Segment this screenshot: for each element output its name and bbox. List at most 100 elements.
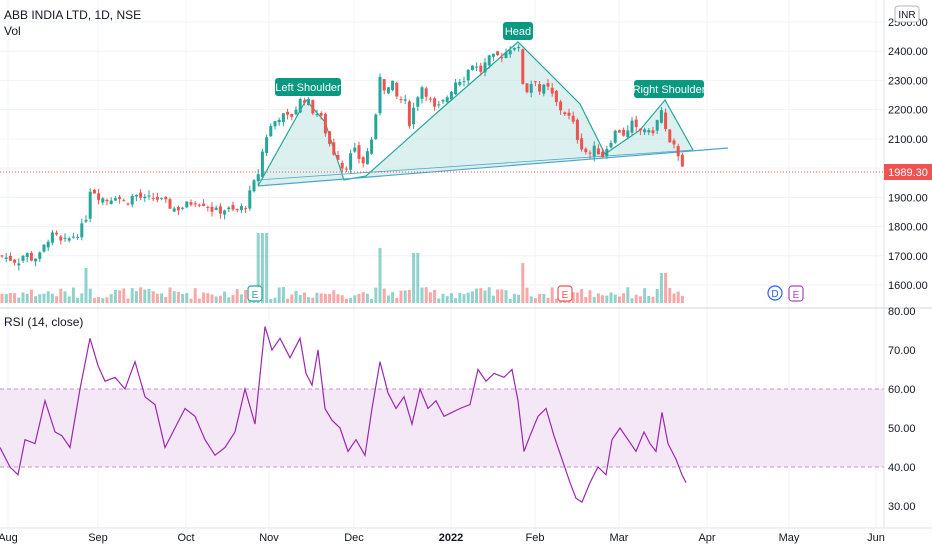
candle-body <box>609 142 613 148</box>
candle-body <box>638 128 642 131</box>
candle-body <box>567 112 571 116</box>
volume-bar <box>59 288 63 303</box>
svg-text:Head: Head <box>505 26 531 38</box>
time-axis[interactable]: Aug Sep Oct Nov Dec 2022 Feb Mar Apr May Jun <box>0 532 885 544</box>
rsi-tick-label: 60.00 <box>888 384 916 396</box>
volume-bar <box>218 295 222 303</box>
volume-bar <box>550 287 554 303</box>
volume-bar <box>298 295 302 303</box>
candle-body <box>613 130 617 143</box>
volume-bar <box>63 291 67 303</box>
time-tick-label: Jun <box>867 532 885 544</box>
rsi-axis[interactable]: 30.00 40.00 50.00 60.00 70.00 80.00 <box>888 306 916 513</box>
volume-bar <box>374 287 378 303</box>
volume-bar <box>332 290 336 303</box>
candle-body <box>403 99 407 101</box>
symbol-title[interactable]: ABB INDIA LTD, 1D, NSE <box>4 8 141 22</box>
candle-body <box>260 151 264 177</box>
volume-bar <box>617 296 621 303</box>
candle-body <box>563 112 567 115</box>
volume-bar <box>647 296 651 303</box>
candle-body <box>0 255 4 257</box>
candle-body <box>160 197 164 199</box>
candle-body <box>332 142 336 155</box>
volume-bar <box>155 293 159 303</box>
candle-body <box>71 236 75 238</box>
svg-text:INR: INR <box>898 10 915 21</box>
candle-body <box>647 130 651 133</box>
volume-bar <box>407 289 411 303</box>
candle-body <box>407 101 411 126</box>
candle-body <box>214 207 218 210</box>
candle-body <box>84 219 88 222</box>
volume-bar <box>382 288 386 303</box>
candle-body <box>34 258 38 262</box>
candle-body <box>676 145 680 157</box>
volume-bar <box>672 293 676 303</box>
volume-bar <box>168 287 172 303</box>
price-axis[interactable]: 1600.001700.001800.001900.002000.002100.… <box>888 17 928 292</box>
time-tick-label: 2022 <box>439 532 463 544</box>
volume-bar <box>395 297 399 303</box>
volume-bar <box>92 298 96 303</box>
candle-body <box>420 87 424 99</box>
volume-bar <box>361 292 365 303</box>
volume-bar <box>500 289 504 303</box>
volume-bar <box>143 289 147 303</box>
volume-bar <box>466 292 470 303</box>
candle-body <box>97 193 101 200</box>
volume-bar <box>525 287 529 303</box>
currency-badge[interactable]: INR <box>894 5 920 23</box>
volume-bar <box>55 296 59 303</box>
candle-body <box>105 199 109 202</box>
volume-bar <box>164 296 168 303</box>
candle-body <box>370 139 374 154</box>
earnings-marker[interactable]: E <box>788 285 804 302</box>
time-tick-label: Apr <box>698 532 715 544</box>
candle-body <box>290 114 294 117</box>
candle-body <box>584 148 588 153</box>
volume-bar <box>130 288 134 303</box>
volume-bar <box>592 296 596 303</box>
volume-legend-label[interactable]: Vol <box>4 24 21 38</box>
candle-body <box>239 206 243 211</box>
candle-body <box>466 69 470 81</box>
rsi-legend-label[interactable]: RSI (14, close) <box>4 315 83 329</box>
volume-bar <box>231 294 235 303</box>
candle-body <box>357 145 361 159</box>
volume-bar <box>260 233 264 303</box>
candle-body <box>664 112 668 130</box>
volume-bar <box>554 298 558 303</box>
candle-body <box>626 130 630 137</box>
volume-bar <box>349 297 353 303</box>
candle-body <box>185 201 189 208</box>
volume-bar <box>504 290 508 303</box>
volume-bar <box>294 290 298 303</box>
candle-body <box>176 207 180 211</box>
time-tick-label: Dec <box>344 532 364 544</box>
volume-bar <box>403 290 407 303</box>
volume-bar <box>214 296 218 303</box>
volume-bar <box>42 293 46 303</box>
candle-body <box>487 55 491 66</box>
candle-body <box>227 207 231 210</box>
candle-body <box>281 113 285 122</box>
earnings-marker[interactable]: E <box>247 285 263 302</box>
candle-body <box>155 196 159 200</box>
candle-body <box>454 82 458 95</box>
volume-bar <box>76 297 80 303</box>
candle-body <box>643 129 647 133</box>
candle-body <box>118 196 122 199</box>
svg-text:E: E <box>793 290 800 301</box>
head-label: Head <box>503 22 533 40</box>
earnings-marker[interactable]: E <box>557 285 573 302</box>
dividend-marker[interactable]: D <box>767 285 783 301</box>
candle-body <box>538 84 542 92</box>
candle-body <box>17 263 21 266</box>
candle-body <box>76 237 80 239</box>
candle-body <box>580 138 584 150</box>
candle-body <box>273 121 277 127</box>
svg-text:Right Shoulder: Right Shoulder <box>633 84 706 96</box>
candle-body <box>353 147 357 152</box>
pattern-fill <box>258 42 693 186</box>
